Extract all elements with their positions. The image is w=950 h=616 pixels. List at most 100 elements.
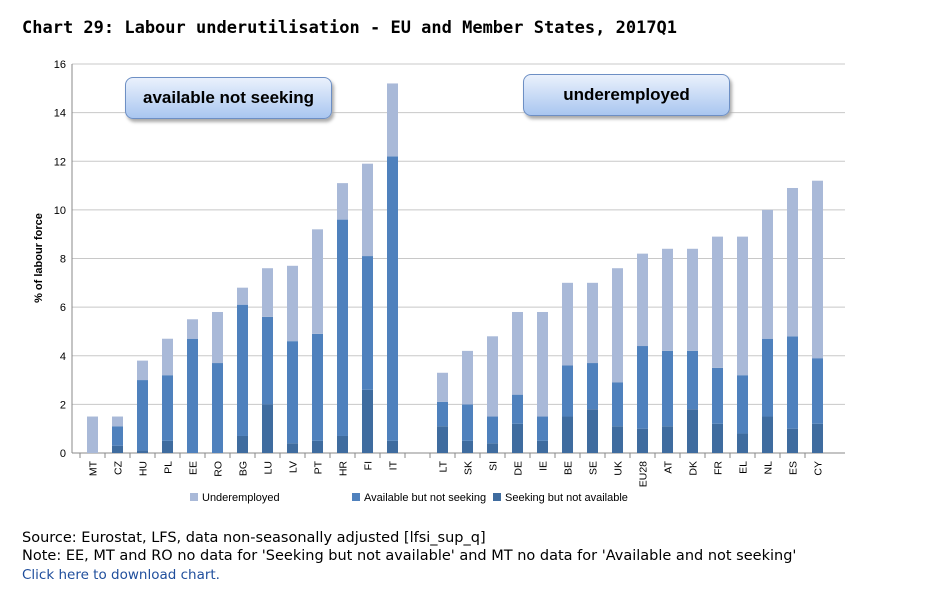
- x-tick-label: CZ: [113, 460, 125, 475]
- bar-segment: [262, 404, 273, 453]
- bar-segment: [712, 423, 723, 453]
- legend-swatch: [190, 493, 198, 501]
- bar-segment: [512, 423, 523, 453]
- x-tick-label: IE: [538, 461, 550, 471]
- bar-segment: [337, 183, 348, 220]
- bar-segment: [387, 83, 398, 157]
- note-text: Note: EE, MT and RO no data for 'Seeking…: [22, 548, 797, 564]
- bar-segment: [487, 336, 498, 417]
- bar-segment: [437, 401, 448, 427]
- x-tick-label: LU: [263, 461, 275, 474]
- bar-segment: [537, 311, 548, 417]
- bar-segment: [137, 380, 148, 451]
- x-tick-label: FI: [363, 461, 375, 470]
- x-tick-label: HU: [138, 461, 150, 476]
- x-tick-label: UK: [613, 461, 625, 476]
- bar-segment: [262, 268, 273, 317]
- legend-label: Available but not seeking: [364, 492, 486, 504]
- bar-segment: [737, 433, 748, 453]
- x-tick-label: PL: [163, 461, 175, 474]
- bar-segment: [687, 248, 698, 351]
- y-tick-label: 12: [54, 156, 66, 168]
- x-tick-label: EL: [738, 461, 750, 474]
- bar-segment: [787, 187, 798, 337]
- bar-segment: [512, 311, 523, 395]
- bar-segment: [787, 428, 798, 453]
- x-tick-label: IT: [388, 460, 400, 470]
- bar-segment: [562, 416, 573, 453]
- x-tick-label: AT: [663, 460, 675, 473]
- y-tick-label: 8: [60, 254, 66, 266]
- bar-segment: [562, 365, 573, 417]
- bar-segment: [362, 163, 373, 257]
- bar-segment: [262, 316, 273, 405]
- bar-segment: [387, 440, 398, 453]
- bar-segment: [137, 360, 148, 381]
- bar-segment: [812, 423, 823, 453]
- bar-segment: [237, 287, 248, 305]
- bar-segment: [762, 338, 773, 417]
- bar-segment: [812, 180, 823, 359]
- chart-title: Chart 29: Labour underutilisation - EU a…: [22, 18, 678, 38]
- x-tick-label: RO: [213, 461, 225, 477]
- x-tick-label: DK: [688, 461, 700, 476]
- bar-segment: [587, 282, 598, 364]
- bar-segment: [712, 236, 723, 368]
- bar-segment: [762, 416, 773, 453]
- y-tick-label: 0: [60, 448, 66, 460]
- y-tick-label: 2: [60, 399, 66, 411]
- bar-segment: [537, 440, 548, 453]
- bar-segment: [687, 409, 698, 453]
- x-tick-label: CY: [813, 461, 825, 476]
- legend-label: Seeking but not available: [505, 492, 628, 504]
- bar-segment: [112, 445, 123, 453]
- x-tick-label: PT: [313, 460, 325, 474]
- bar-segment: [287, 265, 298, 342]
- x-tick-label: SI: [488, 461, 500, 471]
- bar-segment: [112, 416, 123, 427]
- x-tick-label: SK: [463, 461, 475, 475]
- bar-segment: [487, 443, 498, 453]
- bar-segment: [312, 333, 323, 441]
- y-tick-label: 16: [54, 59, 66, 71]
- bar-segment: [437, 426, 448, 453]
- bar-segment: [637, 253, 648, 347]
- x-tick-label: EU28: [638, 461, 650, 487]
- x-tick-label: ES: [788, 461, 800, 475]
- bar-segment: [387, 156, 398, 441]
- bar-segment: [737, 236, 748, 376]
- bar-segment: [287, 443, 298, 453]
- bar-segment: [762, 209, 773, 339]
- bar-segment: [512, 394, 523, 424]
- bar-segment: [637, 428, 648, 453]
- legend-swatch: [493, 493, 501, 501]
- bar-segment: [462, 440, 473, 453]
- download-chart-link[interactable]: Click here to download chart.: [22, 567, 220, 583]
- bar-segment: [362, 389, 373, 453]
- bar-segment: [537, 416, 548, 441]
- y-axis-label: % of labour force: [33, 213, 45, 303]
- bar-segment: [662, 350, 673, 427]
- bar-segment: [337, 435, 348, 453]
- y-tick-label: 10: [54, 205, 66, 217]
- x-tick-label: EE: [188, 461, 200, 475]
- bar-segment: [162, 440, 173, 453]
- bar-segment: [212, 311, 223, 364]
- x-tick-label: DE: [513, 461, 525, 476]
- bar-segment: [787, 336, 798, 429]
- bar-segment: [187, 338, 198, 453]
- bar-segment: [487, 416, 498, 444]
- bar-segment: [312, 229, 323, 334]
- x-tick-label: SE: [588, 461, 600, 475]
- bar-segment: [612, 268, 623, 383]
- bar-segment: [662, 426, 673, 453]
- bar-segment: [612, 426, 623, 453]
- bar-segment: [437, 372, 448, 402]
- bar-segment: [637, 346, 648, 429]
- bar-segment: [562, 282, 573, 366]
- bar-segment: [462, 350, 473, 405]
- y-tick-label: 4: [60, 351, 66, 363]
- bar-segment: [87, 416, 98, 453]
- x-tick-label: NL: [763, 461, 775, 475]
- bar-segment: [462, 404, 473, 441]
